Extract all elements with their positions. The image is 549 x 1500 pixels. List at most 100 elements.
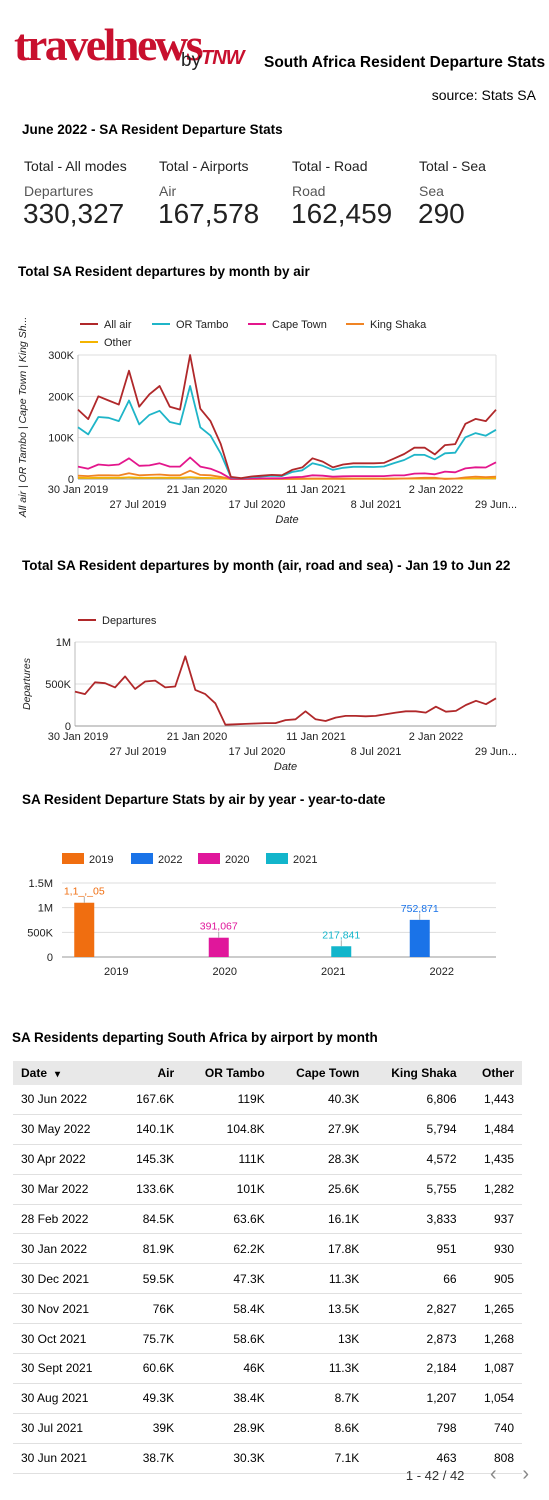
legend-item[interactable]: 2021 — [266, 853, 317, 866]
legend-item[interactable]: 2019 — [62, 853, 113, 866]
y-tick-label: 500K — [45, 679, 71, 691]
bar-2019[interactable] — [74, 902, 95, 957]
table-row[interactable]: 30 Apr 2022 145.3K 111K 28.3K 4,572 1,435 — [13, 1144, 522, 1175]
table-row[interactable]: 30 Sept 2021 60.6K 46K 11.3K 2,184 1,087 — [13, 1353, 522, 1384]
page-title: South Africa Resident Departure Stats — [264, 54, 546, 71]
series-line[interactable] — [77, 456, 497, 480]
table-cell: 1,484 — [464, 1114, 522, 1145]
y-tick-label: 1.5M — [29, 878, 53, 890]
table-cell: 1,268 — [464, 1323, 522, 1355]
column-header[interactable]: Air — [117, 1061, 183, 1085]
table-row[interactable]: 30 Jan 2022 81.9K 62.2K 17.8K 951 930 — [13, 1233, 522, 1265]
legend-label: King Shaka — [370, 319, 427, 331]
y-tick-label: 100K — [48, 433, 74, 445]
table-cell: 49.3K — [117, 1383, 183, 1414]
y-axis-title: Departures — [21, 657, 33, 710]
kpi-sub-label: Air — [159, 183, 177, 199]
legend-label: OR Tambo — [176, 319, 228, 331]
kpi-value: 290 — [418, 198, 465, 229]
air-chart-title: Total SA Resident departures by month by… — [18, 264, 310, 279]
table-cell: 2,184 — [367, 1353, 465, 1384]
series-line[interactable] — [77, 354, 497, 480]
sort-icon[interactable]: ▾ — [55, 1069, 61, 1080]
data-label: 217,841 — [322, 929, 360, 941]
table-cell: 46K — [182, 1353, 273, 1384]
table-cell: 798 — [367, 1413, 465, 1444]
table-row[interactable]: 30 Jun 2022 167.6K 119K 40.3K 6,806 1,443 — [13, 1085, 522, 1115]
table-row[interactable]: 30 Mar 2022 133.6K 101K 25.6K 5,755 1,282 — [13, 1174, 522, 1205]
travelnews-logo[interactable]: travelnews — [14, 19, 204, 70]
x-tick-label: 2022 — [430, 966, 454, 978]
prev-page-icon[interactable]: ‹ — [490, 1463, 497, 1485]
table-cell: 76K — [117, 1293, 183, 1325]
column-header[interactable]: Other — [464, 1061, 522, 1085]
y-tick-label: 1M — [56, 637, 71, 649]
pagination: 1 - 42 / 42 ‹ › — [406, 1463, 529, 1486]
table-cell: 1,087 — [464, 1353, 522, 1384]
legend-item[interactable]: Cape Town — [248, 319, 327, 331]
table-row[interactable]: 30 Aug 2021 49.3K 38.4K 8.7K 1,207 1,054 — [13, 1383, 522, 1414]
legend-item[interactable]: 2020 — [198, 853, 249, 866]
series-line[interactable] — [74, 655, 497, 726]
y-tick-label: 300K — [48, 350, 74, 362]
air-departures-line-chart: All air OR Tambo Cape Town King Shaka Other 0… — [17, 317, 517, 526]
table-cell: 1,443 — [464, 1085, 522, 1115]
table-cell: 5,755 — [367, 1174, 465, 1205]
series-line[interactable] — [77, 469, 497, 480]
table-cell: 60.6K — [117, 1353, 183, 1384]
legend-item[interactable]: OR Tambo — [152, 319, 228, 331]
x-axis-title: Date — [275, 514, 298, 526]
x-tick-label: 27 Jul 2019 — [110, 499, 167, 511]
legend-label: 2021 — [293, 854, 317, 866]
legend-label: 2020 — [225, 854, 249, 866]
column-header[interactable]: Cape Town — [272, 1061, 368, 1085]
legend-item[interactable]: Other — [80, 337, 132, 349]
kpi-label: Total - Airports — [159, 158, 249, 174]
legend-label: Cape Town — [272, 319, 327, 331]
column-header[interactable]: OR Tambo — [182, 1061, 273, 1085]
x-tick-label: 27 Jul 2019 — [110, 746, 167, 758]
legend-label: 2019 — [89, 854, 113, 866]
table-cell: 16.1K — [272, 1204, 368, 1235]
legend-item[interactable]: King Shaka — [346, 319, 427, 331]
table-row[interactable]: 30 May 2022 140.1K 104.8K 27.9K 5,794 1,484 — [13, 1114, 522, 1145]
legend-item[interactable]: Departures — [78, 615, 157, 627]
x-tick-label: 2021 — [321, 966, 345, 978]
table-cell: 30 Mar 2022 — [13, 1174, 118, 1205]
table-row[interactable]: 30 Dec 2021 59.5K 47.3K 11.3K 66 905 — [13, 1263, 522, 1295]
bar-2022[interactable] — [409, 919, 430, 957]
table-cell: 17.8K — [272, 1233, 368, 1265]
y-tick-label: 0 — [47, 952, 53, 964]
legend-label: All air — [104, 319, 132, 331]
table-cell: 30 Jun 2022 — [13, 1085, 118, 1115]
kpi-value: 330,327 — [23, 198, 125, 229]
source-label: source: Stats SA — [431, 87, 536, 103]
legend-item[interactable]: All air — [80, 319, 132, 331]
table-row[interactable]: 30 Jun 2021 38.7K 30.3K 7.1K 463 808 — [13, 1443, 522, 1474]
table-cell: 133.6K — [117, 1174, 183, 1205]
bar-2021[interactable] — [331, 946, 352, 957]
kpi-section-title: June 2022 - SA Resident Departure Stats — [22, 122, 283, 137]
column-header[interactable]: Date ▾ — [13, 1061, 118, 1085]
next-page-icon[interactable]: › — [522, 1463, 529, 1485]
table-cell: 6,806 — [367, 1085, 465, 1115]
column-header[interactable]: King Shaka — [367, 1061, 465, 1085]
table-cell: 58.6K — [182, 1323, 273, 1355]
series-line[interactable] — [77, 385, 497, 480]
table-row[interactable]: 30 Oct 2021 75.7K 58.6K 13K 2,873 1,268 — [13, 1323, 522, 1355]
data-label: 752,871 — [401, 903, 439, 915]
table-row[interactable]: 30 Nov 2021 76K 58.4K 13.5K 2,827 1,265 — [13, 1293, 522, 1325]
table-row[interactable]: 30 Jul 2021 39K 28.9K 8.6K 798 740 — [13, 1413, 522, 1444]
table-cell: 66 — [367, 1263, 465, 1295]
table-cell: 81.9K — [117, 1233, 183, 1265]
table-row[interactable]: 28 Feb 2022 84.5K 63.6K 16.1K 3,833 937 — [13, 1204, 522, 1235]
legend-item[interactable]: 2022 — [131, 853, 182, 866]
legend-label: Departures — [102, 615, 157, 627]
table-cell: 101K — [182, 1174, 273, 1205]
x-tick-label: 11 Jan 2021 — [286, 731, 346, 743]
table-cell: 3,833 — [367, 1204, 465, 1235]
table-cell: 2,827 — [367, 1293, 465, 1325]
x-tick-label: 30 Jan 2019 — [48, 484, 109, 496]
bar-2020[interactable] — [208, 937, 229, 957]
